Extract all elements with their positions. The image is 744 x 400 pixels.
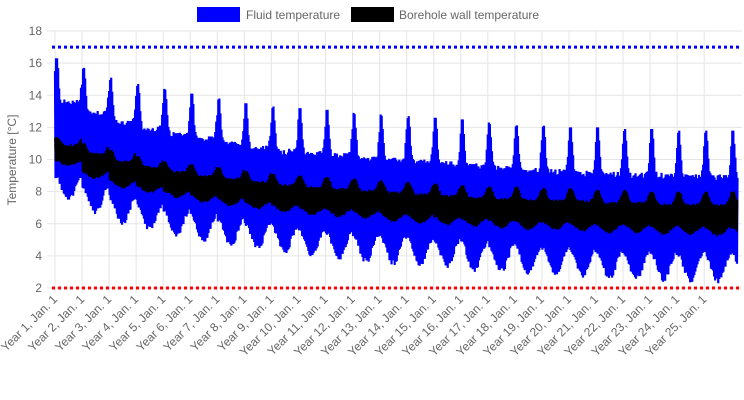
legend-label-fluid[interactable]: Fluid temperature: [246, 8, 340, 22]
legend: Fluid temperature Borehole wall temperat…: [197, 7, 539, 22]
y-tick-label: 10: [29, 153, 43, 167]
y-tick-label: 14: [29, 88, 43, 102]
legend-swatch-borehole[interactable]: [351, 7, 394, 22]
y-tick-label: 18: [29, 24, 43, 38]
y-tick-label: 16: [29, 56, 43, 70]
y-axis-ticks: 2 4 6 8 10 12 14 16 18: [29, 24, 43, 295]
legend-label-borehole[interactable]: Borehole wall temperature: [399, 8, 539, 22]
y-tick-label: 12: [29, 120, 43, 134]
plot-area: [52, 45, 742, 290]
y-tick-label: 2: [35, 281, 42, 295]
series-line-borehole: [54, 136, 739, 237]
y-tick-label: 6: [35, 217, 42, 231]
y-tick-label: 8: [35, 185, 42, 199]
legend-swatch-fluid[interactable]: [197, 7, 240, 22]
y-tick-label: 4: [35, 249, 42, 263]
y-axis-title: Temperature [°C]: [5, 115, 19, 206]
